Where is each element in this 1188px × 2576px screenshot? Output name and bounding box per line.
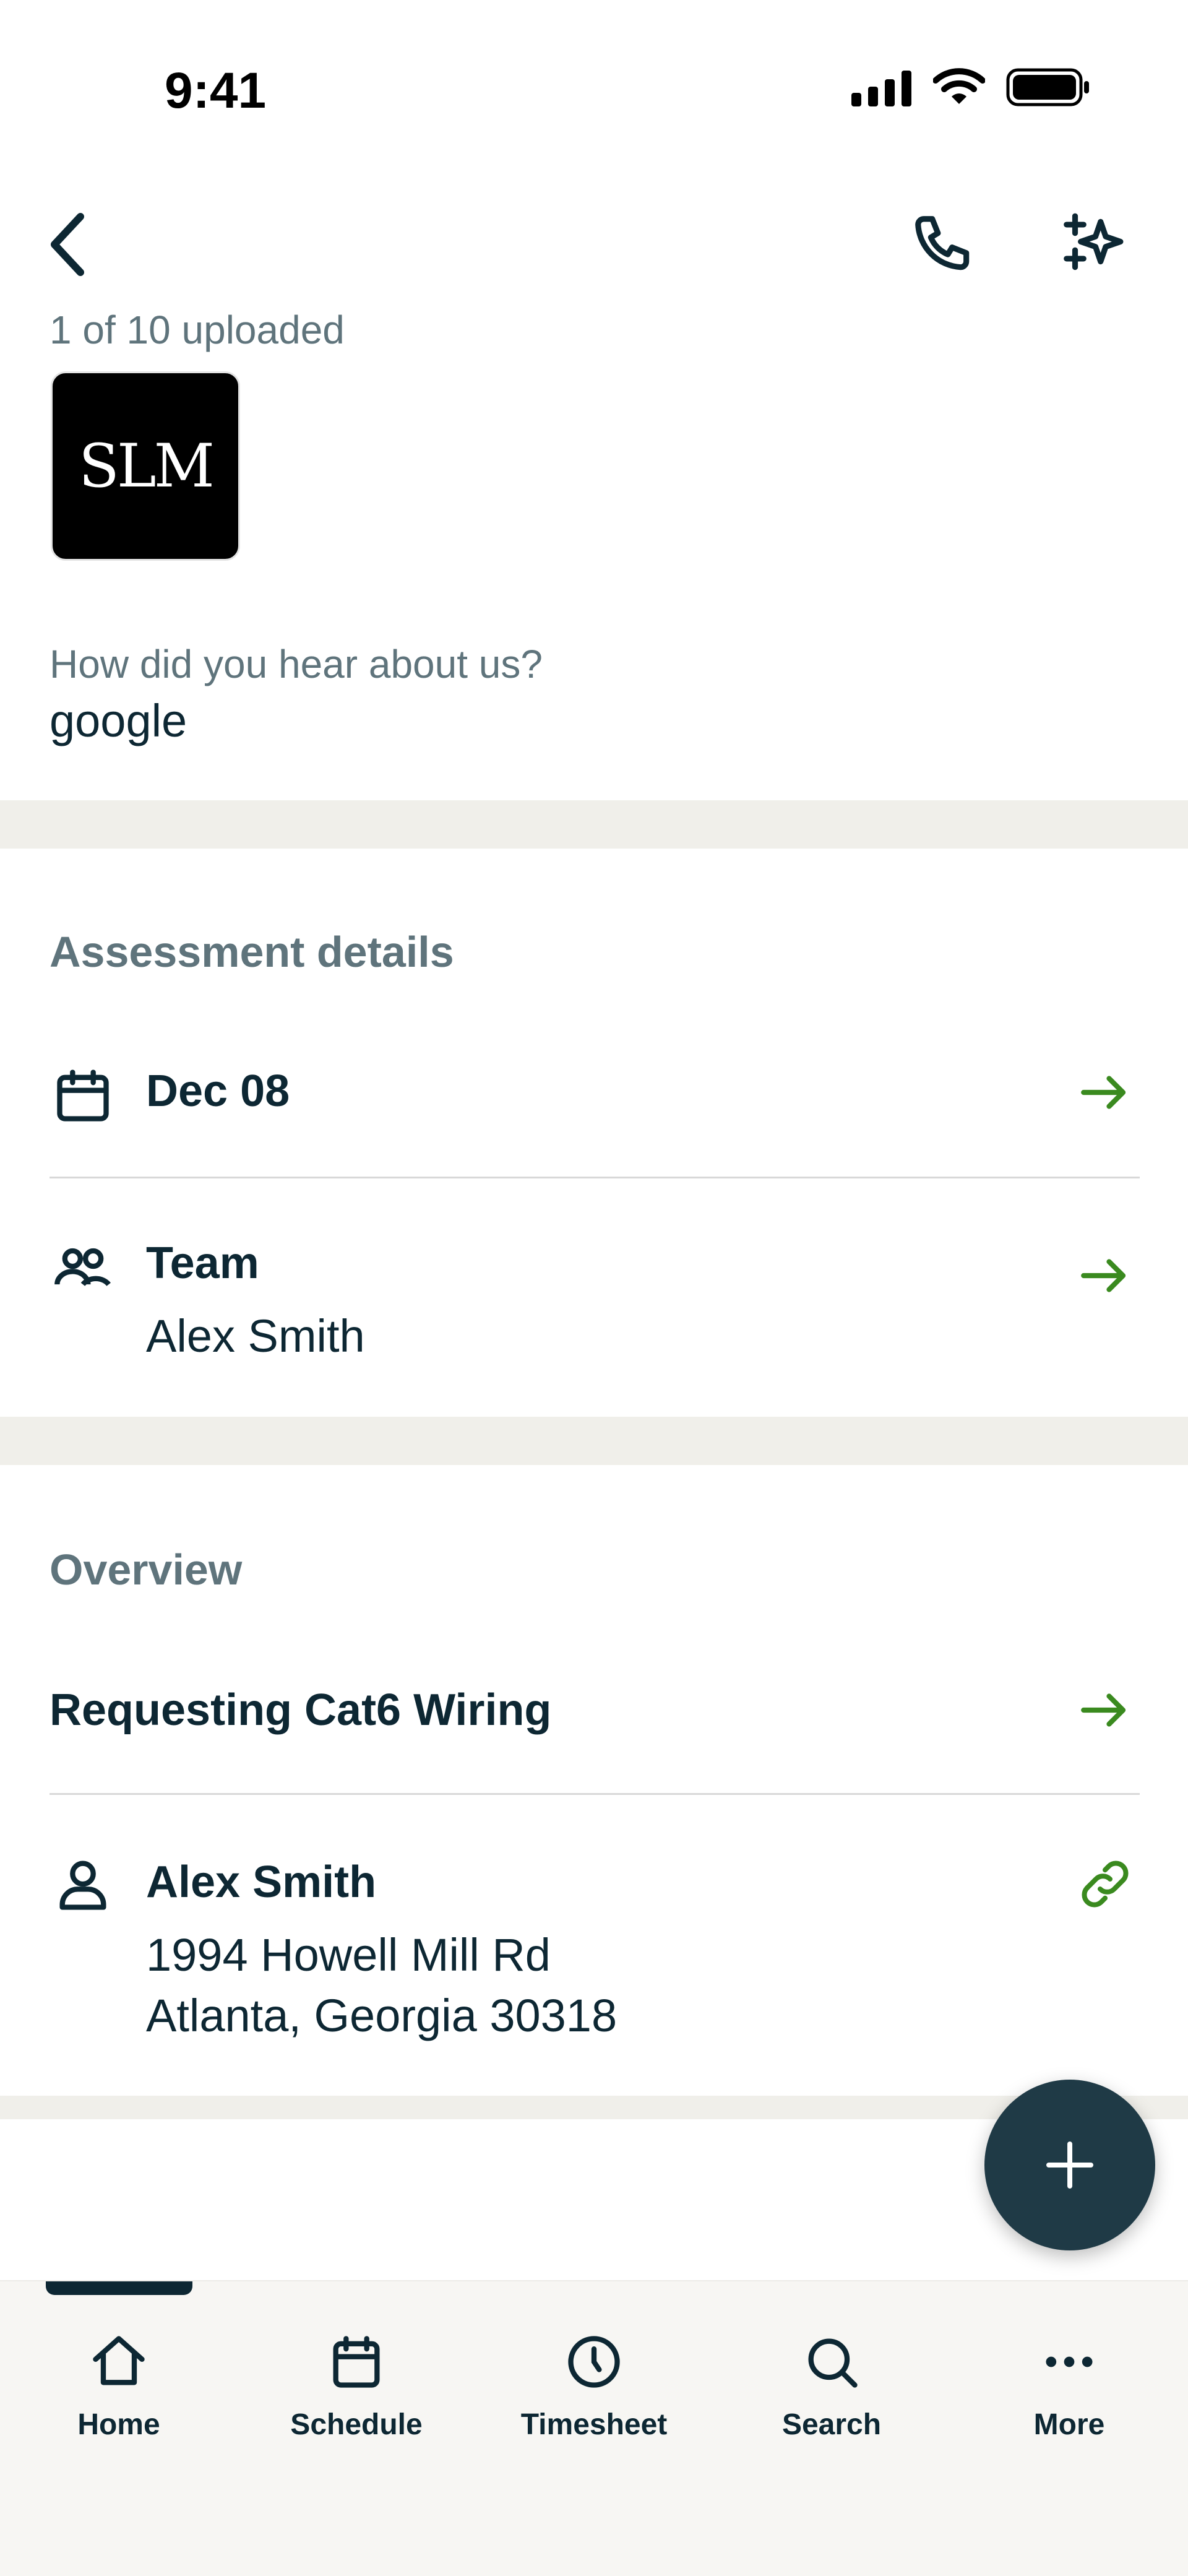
nav-label: Home [77, 2408, 160, 2441]
assessment-date-row[interactable]: Dec 08 [0, 1040, 1188, 1145]
nav-schedule[interactable]: Schedule [276, 2331, 437, 2442]
upload-status: 1 of 10 uploaded [50, 308, 345, 352]
nav-label: Timesheet [520, 2408, 668, 2441]
bottom-nav: Home Schedule Timesheet Search More [0, 2280, 1188, 2576]
logo-text: SLM [79, 431, 215, 501]
nav-more[interactable]: More [989, 2331, 1150, 2442]
section-separator [0, 2096, 1188, 2119]
link-icon[interactable] [1075, 1854, 1135, 1914]
active-tab-indicator [46, 2281, 192, 2295]
back-button[interactable] [43, 210, 93, 279]
calendar-icon [333, 2336, 380, 2388]
add-button[interactable] [984, 2080, 1155, 2250]
home-icon [93, 2336, 145, 2385]
nav-label: More [1033, 2408, 1105, 2441]
phone-button[interactable] [910, 210, 978, 279]
team-icon [52, 1235, 114, 1297]
arrow-right-icon[interactable] [1077, 1248, 1132, 1303]
referral-question: How did you hear about us? [50, 642, 543, 686]
more-icon [1046, 2356, 1093, 2367]
wifi-icon [933, 67, 985, 106]
nav-search[interactable]: Search [751, 2331, 912, 2442]
calendar-icon [52, 1065, 114, 1126]
assessment-team-row[interactable]: Team Alex Smith [0, 1213, 1188, 1374]
nav-label: Search [781, 2408, 882, 2441]
nav-timesheet[interactable]: Timesheet [514, 2331, 674, 2442]
battery-icon [1006, 68, 1090, 106]
address-line2: Atlanta, Georgia 30318 [146, 1990, 618, 2041]
request-title: Requesting Cat6 Wiring [50, 1685, 552, 1735]
assessment-date: Dec 08 [146, 1066, 290, 1116]
status-time: 9:41 [165, 63, 267, 119]
plus-icon [1046, 2142, 1093, 2189]
person-icon [52, 1853, 114, 1915]
address-line1: 1994 Howell Mill Rd [146, 1929, 551, 1981]
referral-answer: google [50, 695, 187, 746]
team-label: Team [146, 1238, 259, 1288]
clock-icon [568, 2336, 620, 2388]
client-row[interactable]: Alex Smith 1994 Howell Mill Rd Atlanta, … [0, 1832, 1188, 2061]
section-separator [0, 800, 1188, 849]
uploaded-image-thumbnail[interactable]: SLM [51, 371, 240, 561]
divider [50, 1177, 1140, 1178]
arrow-right-icon[interactable] [1077, 1682, 1132, 1738]
assessment-title: Assessment details [50, 928, 454, 976]
client-name: Alex Smith [146, 1857, 377, 1907]
ai-sparkle-button[interactable] [1058, 210, 1126, 279]
search-icon [808, 2338, 858, 2388]
nav-label: Schedule [290, 2408, 423, 2441]
signal-icon [851, 69, 913, 106]
overview-title: Overview [50, 1545, 243, 1594]
nav-home[interactable]: Home [38, 2331, 199, 2442]
team-member: Alex Smith [146, 1310, 365, 1362]
divider [50, 1793, 1140, 1795]
section-separator [0, 1417, 1188, 1465]
arrow-right-icon[interactable] [1077, 1065, 1132, 1120]
request-row[interactable]: Requesting Cat6 Wiring [0, 1659, 1188, 1764]
